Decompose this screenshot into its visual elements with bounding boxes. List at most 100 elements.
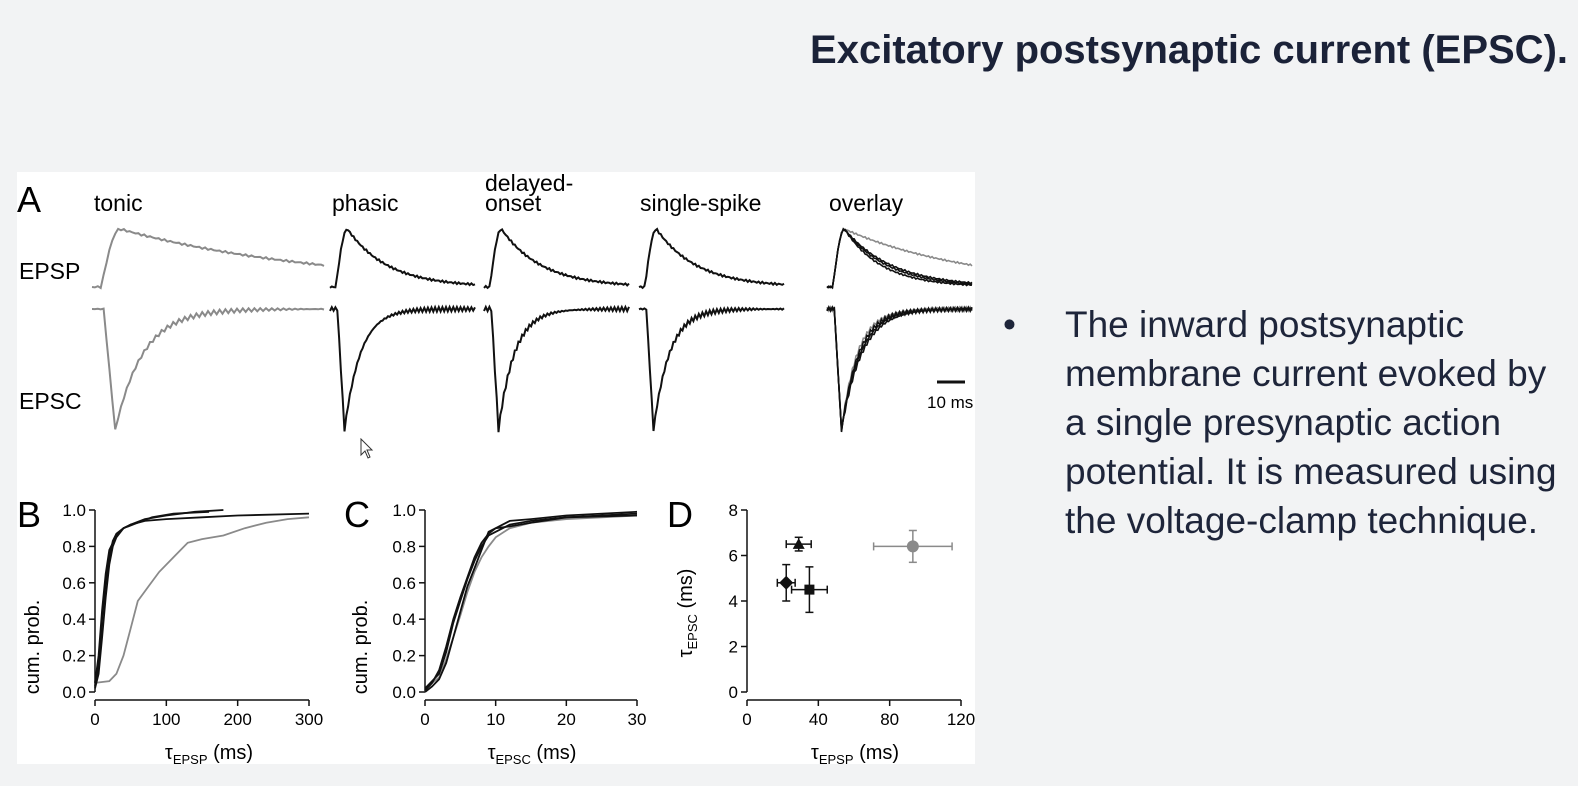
panel-b-ylabel: cum. prob. (22, 600, 44, 694)
y-tick-label: 0.6 (392, 574, 416, 593)
panel-c-xlabel-unit: (ms) (531, 742, 577, 764)
y-tick-label: 0.2 (62, 647, 86, 666)
panel-d-label: D (667, 494, 693, 535)
epsp-trace-delayed-onset (483, 227, 630, 290)
y-tick-label: 0.4 (392, 610, 416, 629)
y-tick-label: 0.0 (392, 683, 416, 702)
y-tick-label: 0 (729, 683, 738, 702)
y-tick-label: 0.2 (392, 647, 416, 666)
epsp-trace-tonic (91, 227, 325, 290)
figure-epsc: A tonic phasic delayed- onset single-spi… (17, 172, 975, 764)
panel-d-ylabel-sub: EPSC (685, 614, 700, 649)
overlay-epsp-trace (826, 227, 973, 290)
x-tick-label: 200 (223, 710, 251, 729)
y-tick-label: 0.0 (62, 683, 86, 702)
y-tick-label: 0.4 (62, 610, 86, 629)
x-tick-label: 10 (486, 710, 505, 729)
row-label-epsc: EPSC (19, 388, 82, 414)
bullet-text: The inward postsynaptic membrane current… (1065, 304, 1557, 541)
overlay-epsc-trace (826, 305, 973, 431)
x-tick-label: 120 (947, 710, 975, 729)
cdf-line-c-2 (424, 510, 638, 693)
cdf-line-c-1 (424, 514, 638, 690)
scatter-point-circle (906, 540, 919, 553)
mouse-cursor-icon (360, 438, 374, 459)
row-label-epsp: EPSP (19, 258, 80, 284)
epsc-trace-single-spike (638, 306, 785, 432)
panel-c-xlabel-sub: EPSC (495, 752, 530, 764)
bullet-icon: • (1003, 304, 1016, 345)
y-tick-label: 0.6 (62, 574, 86, 593)
column-label-delayed-onset-line1: delayed- (485, 172, 573, 196)
panel-b-xlabel-unit: (ms) (208, 742, 254, 764)
scatter-point-triangle (792, 538, 805, 549)
panel-c-xlabel-main: τ (488, 742, 496, 764)
overlay-epsp-trace (826, 228, 973, 289)
scatter-point-diamond (779, 575, 794, 590)
panel-b-xlabel: τEPSP (ms) (165, 742, 253, 764)
epsp-trace-phasic (329, 228, 476, 289)
y-tick-label: 2 (729, 638, 738, 657)
bullet-list: • The inward postsynaptic membrane curre… (1003, 300, 1563, 545)
overlay-epsp-trace (826, 227, 973, 289)
figure-svg: A tonic phasic delayed- onset single-spi… (17, 172, 975, 764)
x-tick-label: 40 (809, 710, 828, 729)
slide-title: Excitatory postsynaptic current (EPSC). (810, 28, 1568, 72)
panel-c-axes: 0.0 0.2 0.4 0.6 0.8 1.0 0 10 20 30 (392, 501, 646, 729)
column-label-delayed-onset-line2: onset (485, 190, 542, 216)
epsc-trace-delayed-onset (483, 304, 630, 433)
x-tick-label: 0 (420, 710, 429, 729)
panel-c: C cum. prob. τEPSC (ms) 0.0 0.2 0.4 0.6 0.8 1… (344, 494, 646, 764)
column-label-delayed-onset: delayed- onset (485, 172, 580, 216)
x-tick-label: 30 (628, 710, 647, 729)
panel-a-label: A (17, 179, 41, 220)
traces (91, 227, 973, 433)
panel-a: A tonic phasic delayed- onset single-spi… (17, 172, 973, 433)
epsp-trace-single-spike (638, 227, 785, 290)
panel-d-xlabel-sub: EPSP (819, 752, 854, 764)
y-tick-label: 1.0 (62, 501, 86, 520)
cdf-line-c-0 (424, 514, 638, 693)
panel-c-xlabel: τEPSC (ms) (488, 742, 577, 764)
x-tick-label: 300 (295, 710, 323, 729)
x-tick-label: 0 (742, 710, 751, 729)
overlay-epsc-trace (826, 305, 973, 433)
panel-d-ylabel-main: τ (675, 649, 697, 657)
x-tick-label: 80 (880, 710, 899, 729)
scatter-point-square (804, 584, 815, 595)
panel-b-axes: 0.0 0.2 0.4 0.6 0.8 1.0 0 100 200 300 (62, 501, 323, 729)
y-tick-label: 0.8 (392, 537, 416, 556)
x-tick-label: 0 (90, 710, 99, 729)
epsc-trace-tonic (91, 306, 325, 430)
column-label-overlay: overlay (829, 190, 904, 216)
cdf-line-b-3 (94, 510, 210, 684)
y-tick-label: 1.0 (392, 501, 416, 520)
panel-d-ylabel-unit: (ms) (675, 569, 697, 615)
panel-b-xlabel-main: τ (165, 742, 173, 764)
panel-b-label: B (17, 494, 41, 535)
cdf-line-b-0 (94, 516, 310, 684)
panel-d-xlabel-main: τ (811, 742, 819, 764)
column-label-single-spike: single-spike (640, 190, 761, 216)
panel-d-xlabel-unit: (ms) (854, 742, 900, 764)
panel-b-xlabel-sub: EPSP (173, 752, 208, 764)
y-tick-label: 8 (729, 501, 738, 520)
panel-b: B cum. prob. τEPSP (ms) 0.0 0.2 0.4 0.6 0.8 1… (17, 494, 323, 764)
x-tick-label: 100 (152, 710, 180, 729)
panel-d-ylabel: τEPSC (ms) (675, 569, 700, 658)
epsc-trace-phasic (329, 304, 476, 432)
column-label-tonic: tonic (94, 190, 143, 216)
panel-c-label: C (344, 494, 370, 535)
cdf-line-c-3 (424, 512, 638, 691)
panel-c-ylabel: cum. prob. (350, 600, 372, 694)
y-tick-label: 0.8 (62, 537, 86, 556)
column-label-phasic: phasic (332, 190, 398, 216)
y-tick-label: 4 (729, 592, 738, 611)
scale-bar-label: 10 ms (927, 393, 973, 412)
y-tick-label: 6 (729, 547, 738, 566)
overlay-epsp-trace (826, 228, 973, 289)
panel-d-xlabel: τEPSP (ms) (811, 742, 899, 764)
x-tick-label: 20 (557, 710, 576, 729)
